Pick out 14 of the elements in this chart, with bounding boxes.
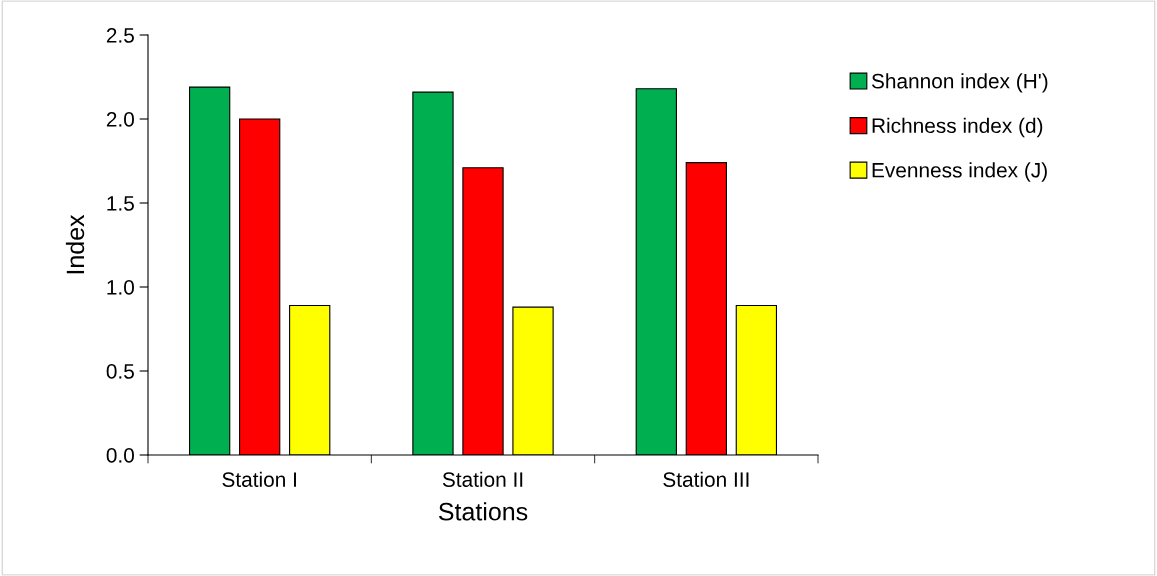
y-tick-label: 0.0 bbox=[106, 448, 134, 463]
legend-label: Shannon index (H') bbox=[871, 73, 1048, 93]
y-tick-label: 2.0 bbox=[106, 112, 134, 127]
legend-label: Evenness index (J) bbox=[872, 162, 1047, 182]
legend-label: Richness index (d) bbox=[872, 117, 1043, 138]
y-tick-label: 1.0 bbox=[107, 280, 134, 295]
x-tick-label: Station II bbox=[442, 471, 523, 487]
x-tick-label: Station III bbox=[663, 471, 749, 487]
y-tick-label: 2.5 bbox=[106, 28, 134, 43]
y-tick-label: 1.5 bbox=[107, 196, 134, 211]
x-tick-label: Station I bbox=[222, 471, 296, 487]
y-axis-title: Index bbox=[65, 214, 85, 274]
x-axis-title: Stations bbox=[438, 502, 528, 521]
y-tick-label: 0.5 bbox=[106, 364, 134, 379]
